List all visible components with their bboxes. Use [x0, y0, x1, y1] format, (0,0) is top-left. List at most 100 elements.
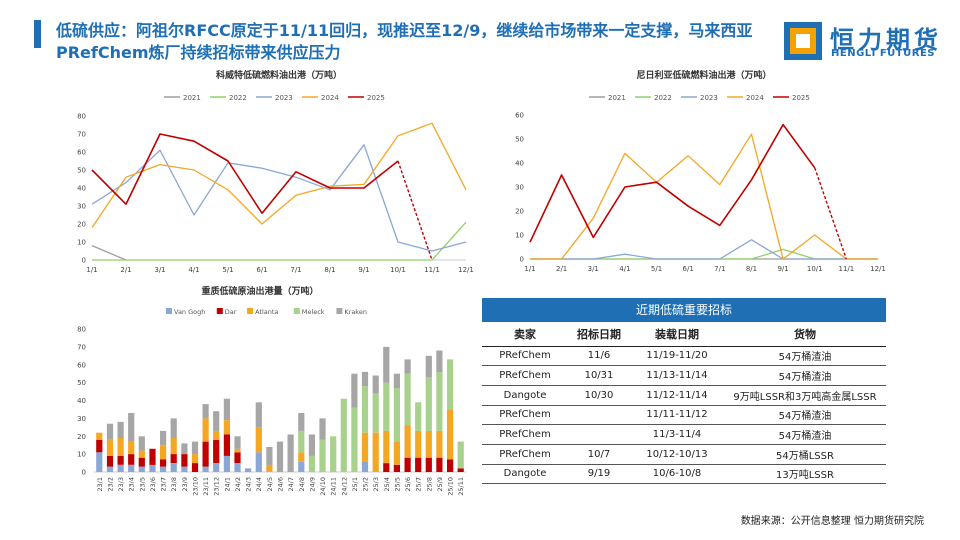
bar-segment-meleck	[415, 402, 422, 431]
y-tick-label: 40	[77, 397, 86, 405]
bar-segment-meleck	[330, 436, 337, 473]
cell-cargo: 9万吨LSSR和3万吨高金属LSSR	[724, 385, 886, 406]
legend-label-2021: 2021	[183, 94, 201, 102]
series-line-2023	[530, 239, 878, 260]
x-tick-label: 24/11	[330, 477, 338, 496]
bar-segment-van-gogh	[202, 466, 209, 472]
series-line-2025	[91, 133, 399, 214]
series-forecast-dashed-2025	[814, 167, 848, 260]
bar-segment-meleck	[308, 455, 315, 472]
y-tick-label: 30	[77, 203, 86, 211]
title-accent-bar	[34, 20, 41, 48]
x-tick-label: 7/1	[714, 265, 725, 273]
y-tick-label: 80	[77, 326, 86, 334]
x-tick-label: 24/7	[287, 477, 295, 492]
x-tick-label: 4/1	[188, 266, 199, 274]
bar-segment-kraken	[404, 359, 411, 374]
series-line-2023	[91, 144, 467, 252]
bar-segment-dar	[202, 441, 209, 467]
x-tick-label: 6/1	[683, 265, 694, 273]
bar-segment-atlanta	[170, 438, 177, 455]
bar-segment-atlanta	[361, 432, 369, 462]
x-tick-label: 23/3	[117, 477, 125, 492]
bar-segment-atlanta	[128, 441, 135, 455]
bar-segment-meleck	[393, 388, 400, 442]
y-tick-label: 20	[515, 208, 524, 216]
x-tick-label: 24/10	[319, 477, 327, 496]
kuwait-lsfo-export-chart: 科威特低硫燃料油出港（万吨） 2021 2022 2023 2024 2025 0 10 20 3…	[77, 69, 474, 274]
series-forecast-dashed-2025	[397, 160, 433, 261]
legend-label-2021: 2021	[608, 94, 626, 102]
bar-segment-meleck	[298, 430, 305, 453]
col-seller: 卖家	[482, 322, 568, 347]
cell-tender-date: 10/30	[568, 385, 630, 406]
bar-segment-atlanta	[223, 420, 230, 435]
bar-segment-dar	[213, 439, 220, 463]
y-tick-label: 10	[515, 232, 524, 240]
bar-segment-atlanta	[138, 450, 145, 458]
table-row: Dangote 10/30 11/12-11/14 9万吨LSSR和3万吨高金属LSS…	[482, 385, 886, 406]
bar-segment-dar	[128, 454, 135, 465]
bar-segment-atlanta	[383, 430, 390, 464]
chart-title: 尼日利亚低硫燃料油出港（万吨）	[636, 69, 771, 81]
x-tick-label: 3/1	[154, 266, 165, 274]
bar-segment-atlanta	[106, 439, 114, 456]
company-logo: 恒力期货 HENGLI FUTURES	[784, 20, 944, 64]
bar-segment-atlanta	[415, 430, 422, 458]
cell-seller: PRefChem	[482, 365, 568, 386]
legend-label-2023: 2023	[700, 94, 718, 102]
bar-segment-van-gogh	[223, 455, 230, 472]
bar-segment-dar	[149, 448, 156, 465]
bar-segment-kraken	[319, 418, 326, 440]
bar-segment-kraken	[160, 430, 167, 446]
bar-segment-van-gogh	[245, 468, 252, 472]
bar-segment-kraken	[351, 373, 358, 408]
x-tick-label: 4/1	[619, 265, 630, 273]
table-row: PRefChem 10/31 11/13-11/14 54万桶渣油	[482, 365, 886, 386]
y-tick-label: 50	[77, 167, 86, 175]
x-tick-label: 23/6	[149, 477, 157, 492]
x-tick-label: 25/11	[457, 477, 465, 496]
x-tick-label: 23/10	[191, 477, 199, 496]
bar-segment-atlanta	[160, 445, 167, 460]
col-tender-date: 招标日期	[568, 322, 630, 347]
x-tick-label: 24/4	[255, 477, 263, 492]
cell-tender-date: 11/6	[568, 346, 630, 367]
bar-segment-meleck	[340, 398, 347, 472]
x-tick-label: 1/1	[86, 266, 97, 274]
legend-label-2024: 2024	[746, 94, 764, 102]
cell-cargo: 54万桶渣油	[724, 405, 886, 426]
y-tick-label: 50	[515, 136, 524, 144]
bar-segment-dar	[447, 459, 454, 472]
legend-swatch-meleck	[293, 308, 300, 314]
bar-segment-van-gogh	[128, 464, 135, 472]
cell-tender-date: 10/31	[568, 365, 630, 386]
x-tick-label: 3/1	[588, 265, 599, 273]
x-tick-label: 25/4	[383, 477, 391, 492]
y-tick-label: 70	[77, 343, 86, 351]
bar-segment-atlanta	[255, 427, 262, 453]
bar-segment-van-gogh	[234, 463, 241, 472]
bar-segment-meleck	[361, 386, 369, 433]
x-tick-label: 25/10	[447, 477, 455, 496]
cell-cargo: 54万桶渣油	[724, 424, 886, 445]
bar-segment-atlanta	[213, 430, 220, 440]
x-tick-label: 2/1	[556, 265, 567, 273]
cell-seller: Dangote	[482, 464, 568, 485]
cell-seller: PRefChem	[482, 444, 568, 465]
bar-segment-kraken	[276, 441, 284, 472]
bar-segment-kraken	[372, 375, 379, 394]
x-tick-label: 23/9	[181, 477, 189, 492]
bar-segment-kraken	[393, 373, 400, 388]
bar-segment-dar	[223, 434, 230, 456]
bar-segment-atlanta	[117, 438, 124, 456]
tender-table: 卖家 招标日期 装载日期 货物 PRefChem 11/6 11/19-11/20 5…	[482, 322, 886, 485]
x-tick-label: 10/1	[807, 265, 823, 273]
bar-segment-dar	[170, 454, 177, 463]
bar-segment-kraken	[361, 371, 369, 387]
cell-seller: Dangote	[482, 385, 568, 406]
bar-segment-van-gogh	[149, 464, 156, 472]
y-tick-label: 60	[77, 361, 86, 369]
table-row: PRefChem 11/11-11/12 54万桶渣油	[482, 405, 886, 426]
legend-label-meleck: Meleck	[302, 308, 325, 316]
